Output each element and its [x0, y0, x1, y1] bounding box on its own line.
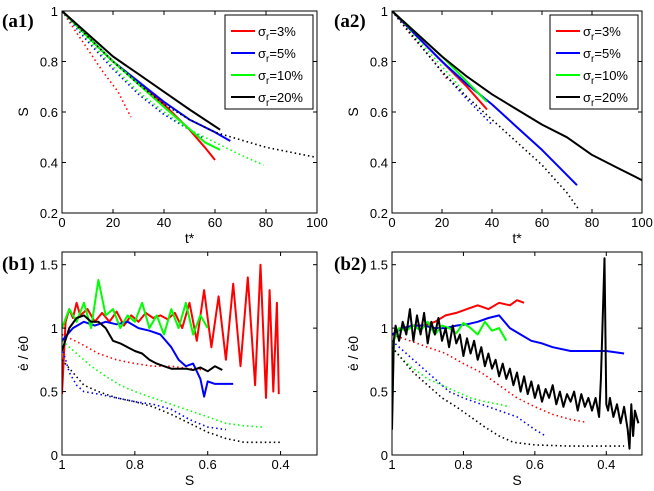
x-axis-label: t* — [185, 230, 195, 246]
ytick-label: 0 — [51, 448, 58, 463]
series-line-10-solid — [392, 320, 508, 417]
y-axis-label: S — [15, 107, 31, 116]
y-axis-label: S — [345, 107, 361, 116]
series-line-20-solid — [392, 11, 642, 182]
panel-label-b2: (b2) — [334, 254, 367, 275]
series-line-10-dotted — [62, 11, 264, 166]
series-group — [62, 11, 317, 166]
xtick-label: 100 — [631, 215, 653, 230]
xtick-label: 0.8 — [126, 457, 144, 472]
xtick-label: 20 — [435, 215, 449, 230]
ytick-label: 0.8 — [40, 55, 58, 70]
xtick-label: 0 — [58, 215, 65, 230]
xtick-label: 0.8 — [454, 457, 472, 472]
xtick-label: 40 — [157, 215, 171, 230]
axes-frame — [61, 251, 318, 456]
ytick-label: 0 — [381, 448, 388, 463]
legend-entry-5: σr=5% — [583, 46, 621, 65]
ytick-label: 0.2 — [370, 206, 388, 221]
ytick-label: 0.6 — [370, 105, 388, 120]
legend-entry-10: σr=10% — [583, 68, 628, 87]
series-line-20-dotted — [392, 346, 625, 447]
series-line-3-dotted — [62, 11, 132, 118]
series-group — [392, 257, 640, 450]
legend-entry-10: σr=10% — [258, 68, 303, 87]
legend-entry-3: σr=3% — [583, 24, 621, 43]
panel-label-b1: (b1) — [2, 254, 35, 275]
series-line-20-dotted — [62, 359, 281, 444]
panel-a1: (a1)0 20 40 60 80 1000.20.40.60.81t*Sσr=3%σr=… — [2, 4, 328, 246]
panel-a2: (a2)0 20 40 60 80 1000.20.40.60.81t*Sσr=3%σr=… — [334, 4, 653, 246]
ytick-label: 0.4 — [40, 156, 58, 171]
xtick-label: 80 — [259, 215, 273, 230]
xtick-label: 0.6 — [526, 457, 544, 472]
x-axis-label: S — [185, 472, 194, 488]
series-line-20-solid — [62, 11, 221, 131]
ytick-label: 0.5 — [40, 385, 58, 400]
ytick-label: 0.5 — [370, 385, 388, 400]
series-line-10-dotted — [62, 340, 263, 428]
ytick-label: 1 — [381, 4, 388, 19]
series-group — [62, 263, 281, 444]
xtick-label: 0.4 — [597, 457, 615, 472]
xtick-label: 60 — [535, 215, 549, 230]
axes-frame — [391, 251, 643, 456]
x-axis-label: t* — [512, 230, 522, 246]
panel-label-a2: (a2) — [334, 11, 366, 32]
ytick-label: 0.6 — [40, 105, 58, 120]
xtick-label: 60 — [208, 215, 222, 230]
panel-label-a1: (a1) — [2, 11, 34, 32]
panel-b2: (b2) 1 0.8 0.6 0.4 0 0.5 1 1.5 Sė / ė0 — [334, 251, 643, 488]
series-line-3-dotted — [392, 11, 448, 80]
legend-entry-5: σr=5% — [258, 46, 296, 65]
xtick-label: 100 — [306, 215, 328, 230]
series-group — [392, 11, 642, 211]
series-line-5-solid — [392, 11, 578, 186]
series-line-5-dotted — [392, 340, 547, 437]
xtick-label: 80 — [585, 215, 599, 230]
x-axis-label: S — [512, 472, 521, 488]
ytick-label: 1.5 — [40, 258, 58, 273]
series-line-5-dotted — [62, 11, 203, 138]
ytick-label: 1 — [51, 4, 58, 19]
xtick-label: 20 — [106, 215, 120, 230]
series-line-3-dotted — [62, 333, 208, 371]
legend: σr=3% σr=5% σr=10% σr=20% — [224, 14, 314, 110]
series-line-10-solid — [62, 278, 209, 336]
xtick-label: 40 — [485, 215, 499, 230]
xtick-label: 0.6 — [199, 457, 217, 472]
legend: σr=3% σr=5% σr=10% σr=20% — [549, 14, 639, 110]
series-line-5-solid — [62, 11, 231, 142]
series-line-20-solid — [392, 257, 640, 450]
ytick-label: 1 — [381, 321, 388, 336]
y-axis-label: ė / ė0 — [15, 336, 31, 371]
xtick-label: 0.4 — [272, 457, 290, 472]
legend-entry-3: σr=3% — [258, 24, 296, 43]
xtick-label: 1 — [388, 457, 395, 472]
ytick-label: 0.4 — [370, 156, 388, 171]
panel-b1: (b1) 1 0.8 0.6 0.4 0 0.5 1 1.5 Sė / ė0 — [2, 251, 318, 488]
series-line-5-solid — [62, 320, 234, 398]
xtick-label: 0 — [388, 215, 395, 230]
series-line-3-solid — [62, 263, 280, 399]
legend-entry-20: σr=20% — [583, 90, 628, 109]
y-axis-label: ė / ė0 — [345, 336, 361, 371]
series-line-20-dotted — [62, 11, 317, 159]
series-line-10-dotted — [392, 346, 511, 408]
series-line-20-solid — [62, 314, 223, 373]
legend-entry-20: σr=20% — [258, 90, 303, 109]
xtick-label: 1 — [58, 457, 65, 472]
ytick-label: 0.8 — [370, 55, 388, 70]
series-line-3-dotted — [392, 333, 586, 423]
ytick-label: 1 — [51, 321, 58, 336]
ytick-label: 1.5 — [370, 258, 388, 273]
series-line-5-dotted — [62, 346, 227, 431]
ytick-label: 0.2 — [40, 206, 58, 221]
